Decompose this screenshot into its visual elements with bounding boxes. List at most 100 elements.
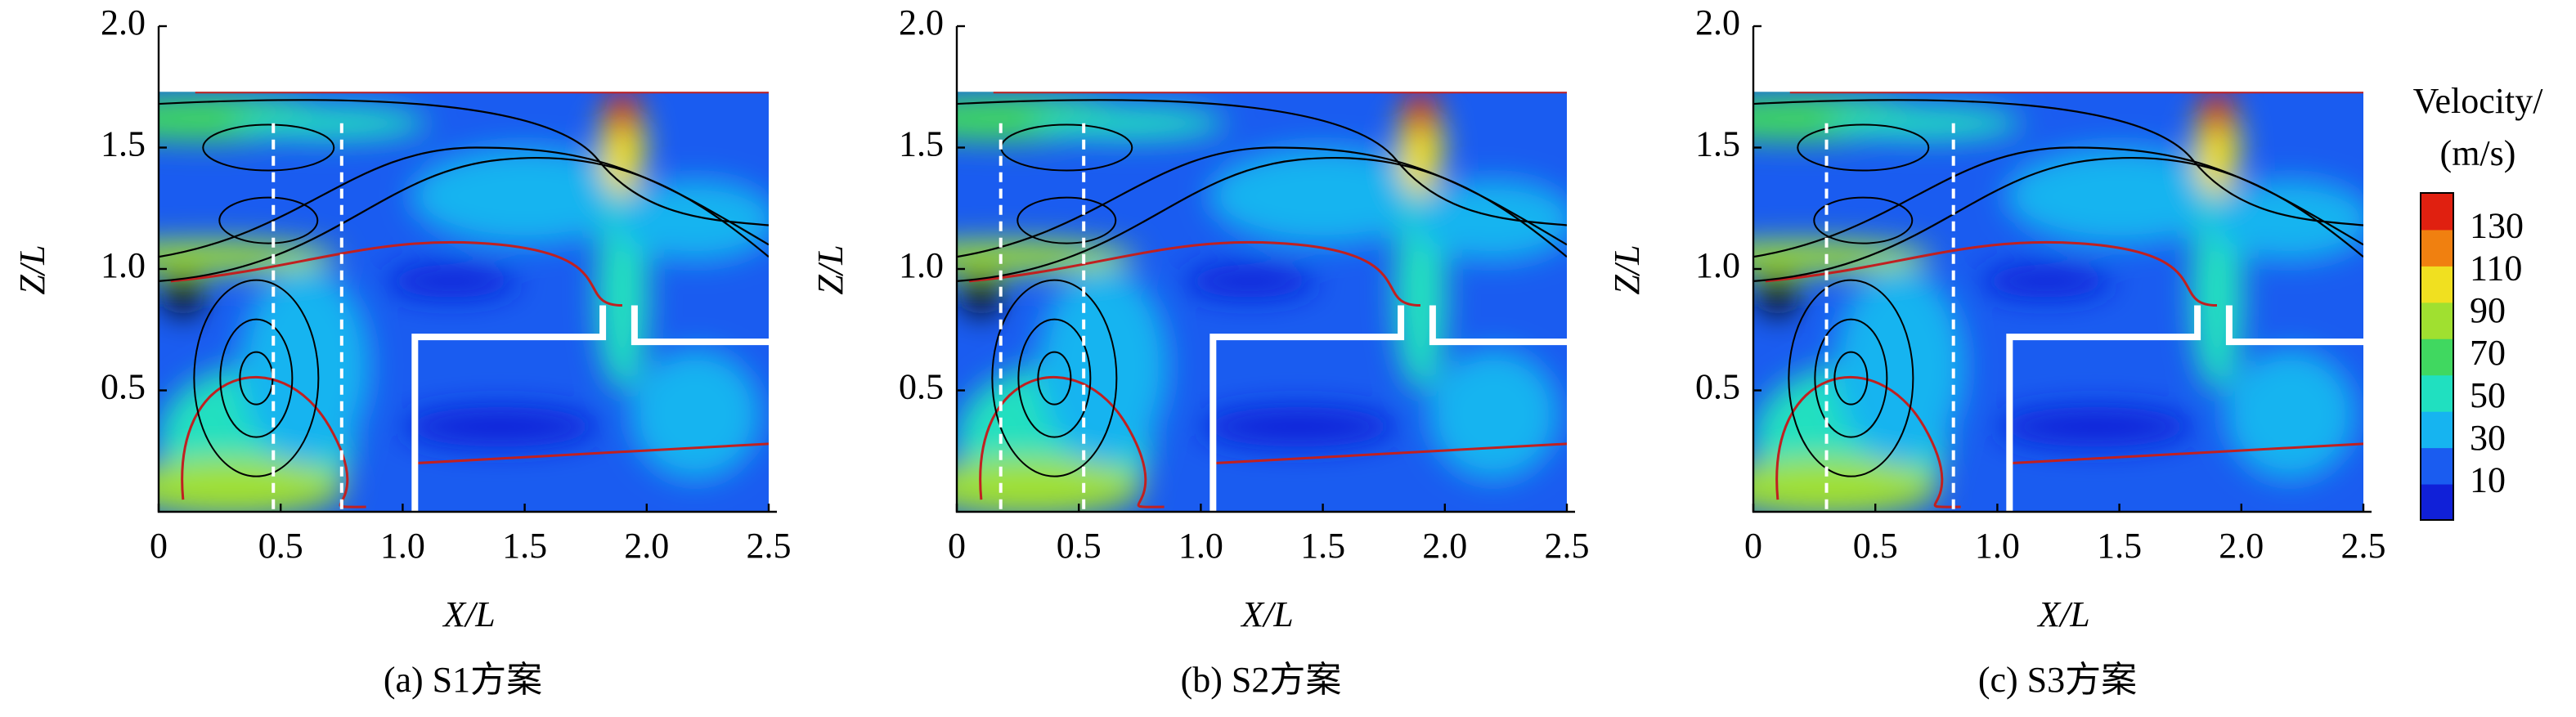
contour-blob [386, 264, 518, 298]
vortex [1788, 279, 1914, 477]
vortex [218, 196, 319, 244]
contour-blob [605, 92, 639, 134]
contour-blob [1208, 146, 1438, 245]
x-tick-label: 1.0 [1178, 526, 1223, 566]
vortex [1037, 351, 1072, 406]
x-axis-label: X/L [442, 594, 496, 634]
red-contour [968, 240, 1420, 307]
x-tick-label: 2.5 [2341, 526, 2386, 566]
vortex [1797, 123, 1930, 172]
flow-panel: 0 0.5 1.0 1.5 2.0 2.5 0.5 1.0 1.5 2.0 X/L Z/L (a) S1… [12, 2, 791, 700]
contour-blob [2224, 349, 2356, 481]
contour-blob [613, 179, 769, 262]
vortex [193, 279, 320, 477]
y-tick-label: 1.0 [899, 245, 944, 285]
vortex [991, 279, 1118, 477]
red-contour [1213, 442, 1567, 465]
streamline [1753, 99, 2363, 226]
colorbar-title: (m/s) [2440, 133, 2516, 173]
streamline [159, 156, 769, 282]
x-tick-label: 1.5 [2097, 526, 2142, 566]
y-tick-label: 0.5 [899, 367, 944, 407]
streamline [1753, 156, 2363, 282]
colorbar-tick-label: 90 [2470, 290, 2506, 330]
y-tick-label: 2.0 [899, 2, 944, 43]
x-tick-label: 0.5 [1853, 526, 1898, 566]
x-tick-label: 2.0 [624, 526, 669, 566]
contours [957, 92, 1567, 512]
y-tick-label: 2.0 [101, 2, 146, 43]
y-tick-label: 1.5 [1695, 124, 1740, 164]
vortex [1017, 318, 1092, 438]
contour-blob [231, 106, 428, 140]
colorbar-tick-label: 30 [2470, 418, 2506, 458]
streamline [957, 99, 1567, 226]
caption: (c) S3方案 [1978, 660, 2137, 700]
colorbar-band [2421, 193, 2453, 231]
x-tick-label: 1.0 [1975, 526, 2020, 566]
red-contour [1765, 240, 2217, 307]
contour-blob [2004, 146, 2234, 245]
x-axis-label: X/L [1240, 594, 1294, 634]
y-tick-label: 1.0 [101, 245, 146, 285]
colorbar-band [2421, 265, 2453, 303]
y-tick-label: 1.5 [101, 124, 146, 164]
colorbar-band [2421, 302, 2453, 339]
contour-blob [1996, 407, 2193, 447]
colorbar-band [2421, 410, 2453, 449]
colorbar-tick-label: 10 [2470, 460, 2506, 500]
contour-blob [1200, 407, 1397, 447]
x-tick-label: 0 [948, 526, 966, 566]
vortex [1833, 351, 1869, 406]
step-wall [1209, 305, 1567, 512]
contour-blob [1184, 264, 1316, 298]
y-tick-label: 1.5 [899, 124, 944, 164]
red-contour [2009, 442, 2363, 465]
contour-blob [1428, 349, 1560, 481]
y-tick-label: 2.0 [1695, 2, 1740, 43]
x-tick-label: 2.0 [1422, 526, 1467, 566]
step-wall [411, 305, 769, 512]
red-contour [170, 240, 622, 307]
contours [159, 92, 769, 512]
streamline [159, 99, 769, 226]
vortex [1814, 318, 1888, 438]
vortex [202, 123, 335, 172]
colorbar-band [2421, 229, 2453, 267]
x-axis-label: X/L [2036, 594, 2090, 634]
contour-blob [1825, 106, 2022, 140]
vortex [1016, 196, 1117, 244]
contour-blob [159, 458, 347, 512]
contour-blob [402, 407, 599, 447]
y-axis-label: Z/L [12, 244, 52, 294]
x-tick-label: 2.5 [747, 526, 792, 566]
contour-blob [2208, 179, 2363, 262]
contour-blob [2200, 92, 2233, 134]
colorbar-tick-label: 130 [2470, 206, 2524, 246]
flow-panel: 0 0.5 1.0 1.5 2.0 2.5 0.5 1.0 1.5 2.0 X/L Z/L (b) S2… [810, 2, 1589, 700]
colorbar-band [2421, 447, 2453, 485]
caption: (b) S2方案 [1181, 660, 1342, 700]
colorbar-band [2421, 483, 2453, 521]
field [1753, 92, 2363, 512]
contour-blob [957, 458, 1145, 512]
contour-blob [240, 267, 371, 464]
contour-blob [1753, 458, 1941, 512]
colorbar-band [2421, 338, 2453, 376]
y-axis-label: Z/L [810, 244, 850, 294]
x-tick-label: 1.5 [1300, 526, 1345, 566]
contour-blob [1411, 179, 1567, 262]
colorbar-title: Velocity/ [2413, 81, 2544, 121]
contour-blob [1403, 92, 1437, 134]
x-tick-label: 1.0 [380, 526, 425, 566]
y-tick-label: 0.5 [1695, 367, 1740, 407]
colorbar-tick-label: 70 [2470, 333, 2506, 373]
colorbar-frame [2420, 192, 2454, 521]
field [957, 92, 1567, 512]
x-tick-label: 0.5 [1057, 526, 1102, 566]
caption: (a) S1方案 [384, 660, 542, 700]
vortex [219, 318, 294, 438]
flow-panel: 0 0.5 1.0 1.5 2.0 2.5 0.5 1.0 1.5 2.0 X/L Z/L (c) S3… [1607, 2, 2385, 700]
